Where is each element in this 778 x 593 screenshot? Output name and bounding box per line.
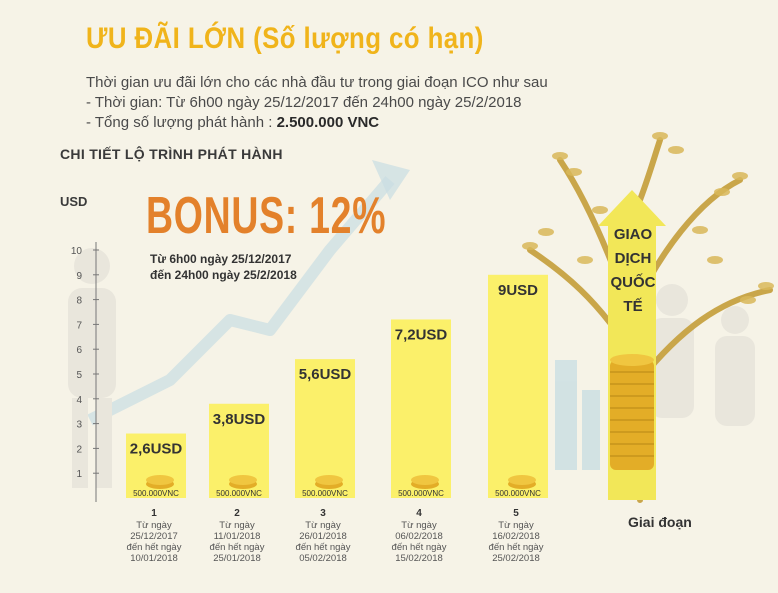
coin-icon bbox=[411, 475, 439, 485]
intro-text: Thời gian ưu đãi lớn cho các nhà đầu tư … bbox=[86, 74, 548, 91]
period-date-line: 25/01/2018 bbox=[213, 553, 261, 564]
supply-text: - Tổng số lượng phát hành : 2.500.000 VN… bbox=[86, 114, 379, 131]
period-date-line: đến hết ngày bbox=[127, 542, 182, 553]
period-date-line: 25/02/2018 bbox=[492, 553, 540, 564]
y-tick-label: 2 bbox=[76, 444, 82, 455]
period-number: 5 bbox=[513, 508, 519, 519]
period-date-line: 11/01/2018 bbox=[214, 531, 261, 542]
y-tick-label: 3 bbox=[76, 420, 82, 431]
coin-icon bbox=[508, 475, 536, 485]
y-tick-label: 1 bbox=[76, 469, 82, 480]
bar-quantity-label: 500.000VNC bbox=[398, 489, 444, 498]
bar-quantity-label: 500.000VNC bbox=[216, 489, 262, 498]
y-tick-label: 10 bbox=[71, 246, 83, 257]
period-date-line: 25/12/2017 bbox=[130, 531, 178, 542]
period-number: 2 bbox=[234, 508, 240, 519]
period-date-line: 26/01/2018 bbox=[299, 531, 347, 542]
period-date-line: 05/02/2018 bbox=[299, 553, 347, 564]
arrow-text-line-3: QUỐC bbox=[610, 274, 656, 291]
x-axis-label: Giai đoạn bbox=[628, 514, 692, 530]
y-tick-label: 6 bbox=[76, 345, 82, 356]
y-tick-label: 8 bbox=[76, 296, 82, 307]
arrow-text-line-4: TẾ bbox=[623, 298, 643, 315]
y-tick-label: 9 bbox=[76, 271, 82, 282]
bonus-time-start: Từ 6h00 ngày 25/12/2017 bbox=[150, 252, 292, 266]
y-axis-unit: USD bbox=[60, 194, 88, 209]
bar-value-label: 2,6USD bbox=[130, 441, 183, 458]
period-date-line: đến hết ngày bbox=[392, 542, 447, 553]
period-date-line: Từ ngày bbox=[305, 520, 341, 531]
bonus-time-end: đến 24h00 ngày 25/2/2018 bbox=[150, 268, 297, 282]
supply-value: 2.500.000 VNC bbox=[276, 114, 380, 131]
bar-value-label: 3,8USD bbox=[213, 411, 266, 428]
page-title: ƯU ĐÃI LỚN (Số lượng có hạn) bbox=[86, 22, 484, 55]
bar-value-label: 9USD bbox=[498, 282, 538, 299]
supply-prefix: - Tổng số lượng phát hành : bbox=[86, 114, 277, 131]
period-date-line: Từ ngày bbox=[401, 520, 437, 531]
period-date-line: 10/01/2018 bbox=[130, 553, 178, 564]
bar-value-label: 7,2USD bbox=[395, 326, 448, 343]
bar-5 bbox=[488, 274, 548, 498]
arrow-text-line-1: GIAO bbox=[613, 226, 653, 243]
section-title: CHI TIẾT LỘ TRÌNH PHÁT HÀNH bbox=[60, 146, 283, 162]
coin-icon bbox=[315, 475, 343, 485]
period-number: 4 bbox=[416, 508, 422, 519]
bar-quantity-label: 500.000VNC bbox=[133, 489, 179, 498]
y-tick-label: 7 bbox=[76, 320, 82, 331]
period-date-line: Từ ngày bbox=[136, 520, 172, 531]
period-date-line: 16/02/2018 bbox=[492, 531, 540, 542]
period-date-line: đến hết ngày bbox=[489, 542, 544, 553]
period-date-line: 15/02/2018 bbox=[395, 553, 443, 564]
bar-3 bbox=[295, 359, 355, 498]
trend-arrowhead-decoration bbox=[372, 160, 410, 200]
period-date-line: 06/02/2018 bbox=[395, 531, 443, 542]
coin-stack-icon bbox=[610, 354, 654, 470]
background-bars bbox=[555, 360, 600, 470]
period-date-line: đến hết ngày bbox=[296, 542, 351, 553]
bar-quantity-label: 500.000VNC bbox=[495, 489, 541, 498]
bar-quantity-label: 500.000VNC bbox=[302, 489, 348, 498]
people-silhouettes bbox=[68, 248, 755, 488]
bonus-label: BONUS: 12% bbox=[146, 187, 387, 245]
bar-value-label: 5,6USD bbox=[299, 366, 352, 383]
coin-icon bbox=[146, 475, 174, 485]
period-date-line: đến hết ngày bbox=[210, 542, 265, 553]
period-date-line: Từ ngày bbox=[498, 520, 534, 531]
bar-4 bbox=[391, 319, 451, 498]
period-number: 3 bbox=[320, 508, 326, 519]
period-number: 1 bbox=[151, 508, 157, 519]
trend-arrow-decoration bbox=[87, 176, 395, 426]
y-tick-label: 4 bbox=[76, 395, 82, 406]
arrow-text-line-2: DỊCH bbox=[614, 250, 652, 267]
time-range-text: - Thời gian: Từ 6h00 ngày 25/12/2017 đến… bbox=[86, 94, 522, 111]
coin-icon bbox=[229, 475, 257, 485]
y-tick-label: 5 bbox=[76, 370, 82, 381]
period-date-line: Từ ngày bbox=[219, 520, 255, 531]
